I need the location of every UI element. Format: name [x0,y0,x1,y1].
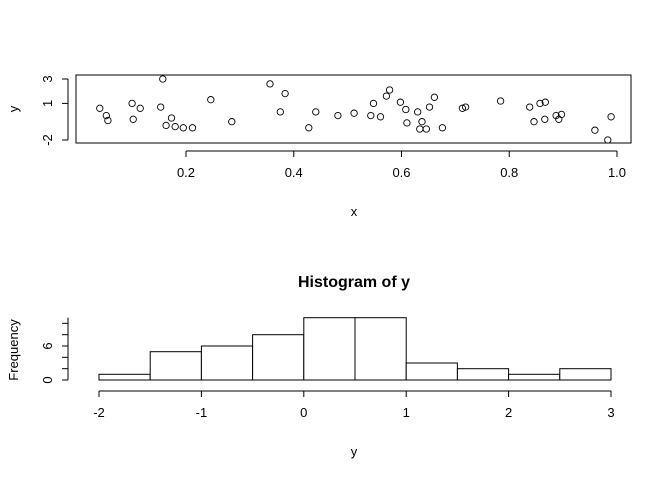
scatter-point [102,111,110,120]
scatter-x-tick-label: 1.0 [608,165,626,180]
scatter-point [591,126,599,134]
scatter-point [367,111,375,120]
scatter-point [541,115,549,123]
histogram-title: Histogram of y [298,274,410,291]
scatter-point [461,103,470,111]
scatter-point [382,92,391,100]
scatter-point [536,99,544,108]
histogram-x-tick-label: 2 [505,405,512,420]
scatter-point [276,108,284,116]
scatter-point [136,104,144,112]
histogram-bar [405,362,458,381]
scatter-point [179,124,187,132]
histogram-x-tick-label: -1 [196,405,208,420]
scatter-plot: 0.2 0.4 0.6 0.8 1.0 -2 1 3 x y [6,74,632,219]
scatter-point [526,103,534,111]
scatter-point [369,99,378,108]
scatter-point [396,98,405,106]
scatter-point [228,118,236,126]
scatter-plot-frame [75,74,632,144]
histogram-y-axis-label: Frequency [6,319,21,381]
scatter-point [104,116,112,125]
scatter-point [376,113,385,121]
scatter-point [402,105,410,114]
scatter-x-axis-label: x [351,204,358,219]
histogram-x-tick-label: -2 [93,405,105,420]
scatter-point [350,109,358,117]
histogram-x-axis: -2 -1 0 1 2 3 [93,390,615,420]
histogram-bar [456,368,510,381]
scatter-x-axis: 0.2 0.4 0.6 0.8 1.0 [177,150,626,180]
histogram-y-axis: 06 [40,317,69,384]
scatter-point [607,113,615,121]
histogram-bar [508,373,561,381]
histogram-bar [252,334,305,381]
histogram-bar [559,368,612,381]
histogram: Histogram of y -2 -1 0 1 2 3 06 y Frequency [6,274,615,459]
scatter-point [96,104,104,112]
scatter-y-axis-label: y [6,105,21,112]
scatter-point [167,114,176,122]
scatter-x-tick-label: 0.2 [177,165,195,180]
scatter-point [312,108,320,116]
scatter-point [422,125,430,133]
scatter-point [552,111,560,120]
scatter-point [129,115,137,123]
scatter-point [557,110,566,119]
scatter-point [385,86,394,94]
histogram-bar [200,345,254,381]
histogram-bar [98,373,151,381]
scatter-point [171,122,179,131]
scatter-point [403,119,411,127]
scatter-point [541,98,549,106]
scatter-point [416,125,424,133]
scatter-point [157,103,165,111]
scatter-point [188,124,197,132]
scatter-x-tick-label: 0.8 [500,165,518,180]
scatter-y-axis: -2 1 3 [40,75,69,146]
histogram-bar [354,317,407,381]
scatter-point [604,136,612,144]
scatter-point [162,121,170,130]
scatter-y-tick-label: -2 [40,134,55,146]
scatter-y-tick-label: 1 [40,100,55,107]
scatter-point [530,118,538,126]
histogram-y-tick-label: 6 [40,342,55,349]
histogram-y-tick-label: 0 [40,376,55,383]
histogram-x-tick-label: 3 [607,405,614,420]
scatter-point [438,124,447,132]
histogram-bar [303,317,356,381]
scatter-point [334,111,342,120]
scatter-x-tick-label: 0.6 [392,165,410,180]
histogram-bars [98,317,612,381]
scatter-point [128,99,136,108]
scatter-points [96,75,615,144]
scatter-point [305,124,313,132]
histogram-bar [149,351,202,381]
scatter-point [418,118,426,126]
scatter-point [266,80,274,88]
scatter-x-tick-label: 0.4 [285,165,303,180]
scatter-y-tick-label: 3 [40,75,55,82]
scatter-point [414,108,422,116]
scatter-point [159,75,167,83]
histogram-x-axis-label: y [351,444,358,459]
scatter-point [281,89,289,98]
scatter-point [430,93,439,101]
histogram-x-tick-label: 1 [403,405,410,420]
scatter-point [458,104,467,112]
histogram-x-tick-label: 0 [300,405,307,420]
scatter-point [207,96,215,104]
scatter-point [496,97,505,105]
scatter-point [425,103,434,111]
